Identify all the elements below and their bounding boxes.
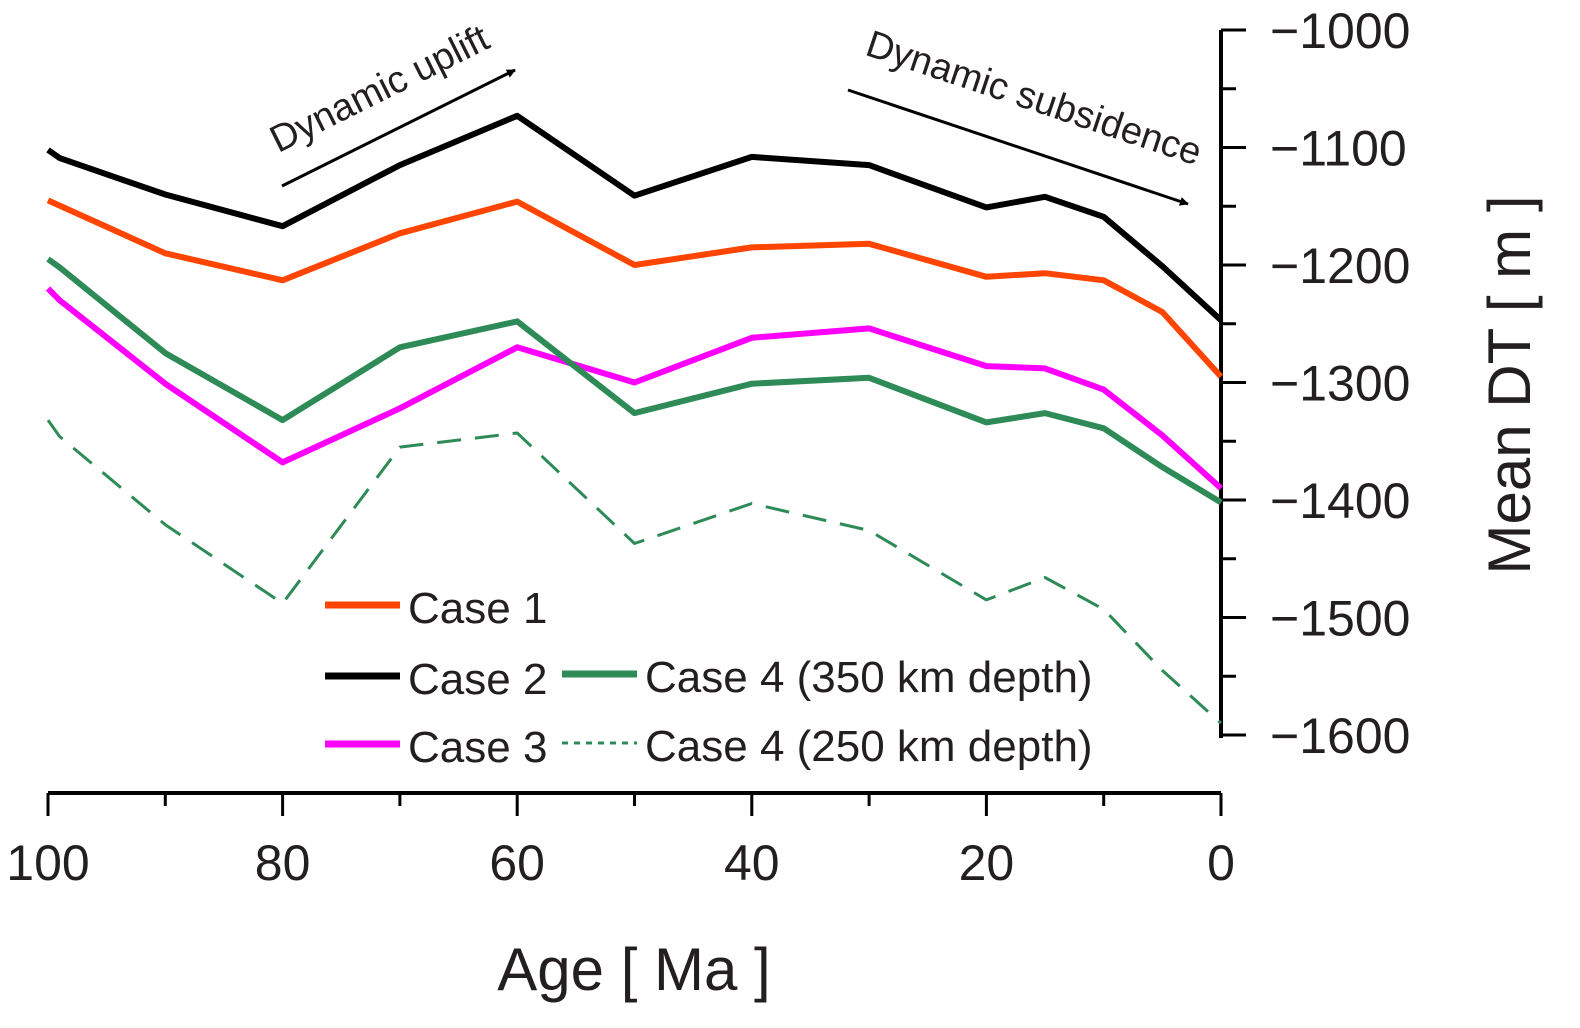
y-ticks: −1000 −1100 −1200 −1300 −1400 −1500 −1600 — [1221, 3, 1410, 764]
series-line-1 — [46, 197, 1224, 379]
x-tick-label: 60 — [489, 835, 545, 891]
legend-label-case-2: Case 2 — [408, 655, 547, 704]
legend-item-case-2: Case 2 — [325, 655, 547, 704]
x-axis: 100 80 60 40 20 0 Age [ Ma ] — [6, 791, 1235, 1003]
y-axis: −1000 −1100 −1200 −1300 −1400 −1500 −1600 Mean… — [1219, 3, 1543, 764]
y-tick-label: −1400 — [1270, 473, 1410, 529]
legend-item-case-1: Case 1 — [325, 584, 547, 633]
series-line-4 — [46, 256, 1223, 505]
y-tick-label: −1000 — [1270, 3, 1410, 59]
x-tick-label: 40 — [724, 835, 780, 891]
x-tick-label: 0 — [1207, 835, 1235, 891]
legend-item-case-4-250: Case 4 (250 km depth) — [562, 722, 1093, 771]
y-tick-label: −1200 — [1270, 238, 1410, 294]
legend-label-case-1: Case 1 — [408, 584, 547, 633]
series-line-5 — [46, 419, 1223, 725]
series-line-3 — [45, 286, 1224, 491]
y-tick-label: −1300 — [1270, 356, 1410, 412]
legend-label-case-4-350: Case 4 (350 km depth) — [645, 653, 1093, 702]
legend: Case 1 Case 2 Case 3 Case 4 (350 km dept… — [325, 584, 1093, 772]
legend-label-case-3: Case 3 — [408, 723, 547, 772]
series-line-2 — [46, 112, 1224, 323]
x-ticks: 100 80 60 40 20 0 — [6, 793, 1235, 891]
y-tick-label: −1100 — [1270, 121, 1407, 177]
series-layer — [45, 112, 1224, 725]
x-tick-label: 20 — [959, 835, 1015, 891]
legend-label-case-4-250: Case 4 (250 km depth) — [645, 722, 1093, 771]
y-tick-label: −1500 — [1270, 591, 1410, 647]
legend-item-case-4-350: Case 4 (350 km depth) — [562, 653, 1093, 702]
subsidence-arrow — [847, 88, 1189, 206]
legend-item-case-3: Case 3 — [325, 723, 547, 772]
x-tick-label: 80 — [255, 835, 311, 891]
uplift-arrow — [281, 68, 516, 188]
y-tick-label: −1600 — [1270, 708, 1410, 764]
y-axis-title: Mean DT [ m ] — [1476, 196, 1543, 575]
x-axis-title: Age [ Ma ] — [497, 936, 770, 1003]
x-tick-label: 100 — [6, 835, 89, 891]
annotations: Dynamic uplift Dynamic subsidence — [263, 17, 1207, 206]
